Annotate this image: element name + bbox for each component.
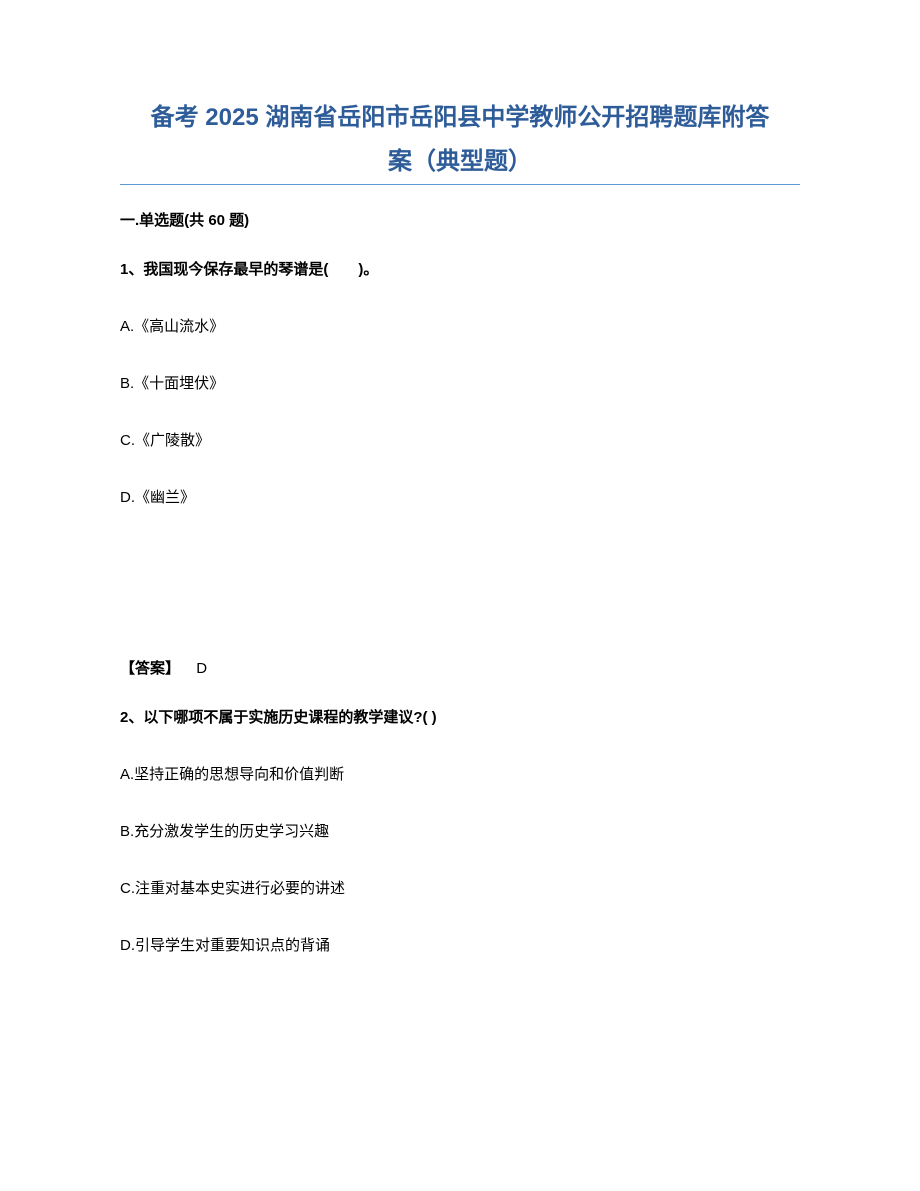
question-2-option-d: D.引导学生对重要知识点的背诵 bbox=[120, 934, 800, 955]
question-2-option-b: B.充分激发学生的历史学习兴趣 bbox=[120, 820, 800, 841]
question-2-option-a: A.坚持正确的思想导向和价值判断 bbox=[120, 763, 800, 784]
answer-label: 【答案】 bbox=[120, 660, 180, 677]
question-1-text: 1、我国现今保存最早的琴谱是( )。 bbox=[120, 258, 800, 279]
question-1-option-d: D.《幽兰》 bbox=[120, 486, 800, 507]
question-2-option-c: C.注重对基本史实进行必要的讲述 bbox=[120, 877, 800, 898]
question-1-option-c: C.《广陵散》 bbox=[120, 429, 800, 450]
question-2-text: 2、以下哪项不属于实施历史课程的教学建议?( ) bbox=[120, 706, 800, 727]
title-divider bbox=[120, 184, 800, 185]
question-1-answer: 【答案】 D bbox=[120, 657, 800, 678]
document-title-line2: 案（典型题） bbox=[120, 144, 800, 180]
document-title-line1: 备考 2025 湖南省岳阳市岳阳县中学教师公开招聘题库附答 bbox=[120, 100, 800, 136]
answer-value: D bbox=[196, 660, 207, 677]
question-1-option-b: B.《十面埋伏》 bbox=[120, 372, 800, 393]
section-header: 一.单选题(共 60 题) bbox=[120, 209, 800, 230]
question-1-option-a: A.《高山流水》 bbox=[120, 315, 800, 336]
